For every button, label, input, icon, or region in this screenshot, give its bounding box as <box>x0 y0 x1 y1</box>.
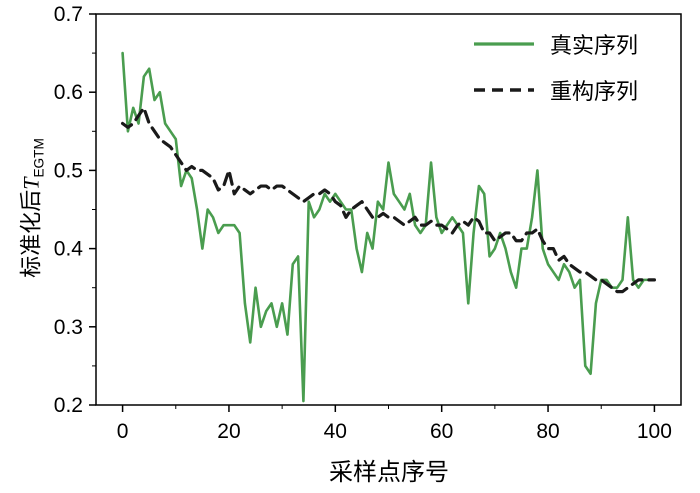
legend-item-reconstructed-series: 重构序列 <box>472 74 638 106</box>
legend-line-real-icon <box>473 42 534 46</box>
y-axis-title: 标准化后TEGTM <box>13 138 46 278</box>
y-axis-title-subscript: EGTM <box>31 138 47 178</box>
svg-text:0.5: 0.5 <box>54 159 83 182</box>
svg-text:20: 20 <box>217 420 240 443</box>
svg-text:80: 80 <box>536 420 559 443</box>
svg-text:100: 100 <box>637 420 672 443</box>
svg-text:0.2: 0.2 <box>54 394 83 417</box>
svg-text:60: 60 <box>430 420 453 443</box>
legend-line-reconstructed-icon <box>473 88 534 92</box>
svg-text:0.7: 0.7 <box>54 3 83 26</box>
svg-text:0.4: 0.4 <box>54 238 84 261</box>
svg-text:0.6: 0.6 <box>54 81 83 104</box>
legend-label-reconstructed-series: 重构序列 <box>549 79 638 104</box>
legend-item-real-series: 真实序列 <box>472 28 638 60</box>
x-axis-title: 采样点序号 <box>329 459 449 486</box>
svg-text:40: 40 <box>324 420 347 443</box>
legend-label-real-series: 真实序列 <box>549 33 638 58</box>
y-axis-title-symbol: T <box>18 177 44 190</box>
legend: 真实序列 重构序列 <box>472 28 638 106</box>
svg-text:0.3: 0.3 <box>54 316 83 339</box>
svg-text:0: 0 <box>117 420 129 443</box>
y-axis-title-prefix: 标准化后 <box>18 189 44 278</box>
